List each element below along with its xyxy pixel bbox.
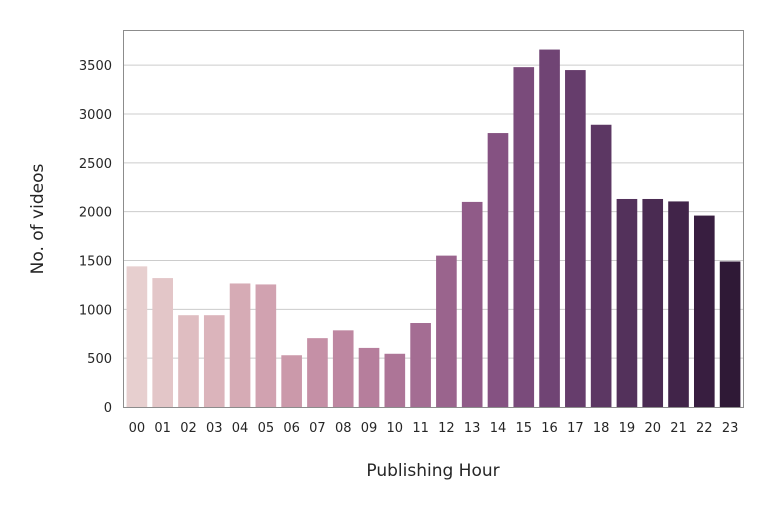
x-tick-label: 14 [490,421,507,436]
bar-12 [436,255,457,407]
x-tick-label: 12 [438,421,455,436]
y-tick-label: 3500 [79,59,112,74]
x-tick-label: 23 [722,421,739,436]
y-axis-label: No. of videos [28,164,48,275]
x-tick-label: 10 [387,421,404,436]
y-tick-label: 2500 [79,157,112,172]
bar-15 [513,67,535,407]
bar-16 [539,49,560,407]
x-tick-label: 09 [361,421,378,436]
y-tick-label: 3000 [79,108,112,123]
x-tick-label: 19 [619,421,636,436]
bar-02 [178,315,199,407]
bar-10 [384,353,406,407]
x-tick-label: 13 [464,421,481,436]
y-tick-label: 500 [87,352,112,367]
bars [126,49,741,408]
bar-06 [281,355,302,407]
bar-22 [693,215,715,407]
bar-20 [642,198,664,407]
bar-08 [332,330,354,407]
bar-17 [565,70,586,407]
y-tick-label: 0 [104,401,112,416]
bar-18 [590,124,612,407]
x-tick-label: 20 [644,421,661,436]
x-tick-label: 11 [412,421,429,436]
bar-13 [461,201,483,407]
y-axis-ticks: 0 500 1000 1500 2000 2500 3000 3500 [79,59,112,416]
x-tick-label: 08 [335,421,352,436]
x-tick-label: 16 [541,421,558,436]
y-tick-label: 2000 [79,206,112,221]
x-tick-label: 01 [154,421,171,436]
plot-frame [123,30,744,408]
x-tick-label: 05 [258,421,275,436]
bar-01 [152,278,174,407]
x-tick-label: 15 [515,421,532,436]
bar-23 [719,261,741,407]
x-axis-ticks: 00 01 02 03 04 05 06 07 08 09 10 11 12 13 14 15 16 17 18 19… [129,421,739,436]
x-tick-label: 00 [129,421,146,436]
x-tick-label: 06 [283,421,300,436]
x-axis-label: Publishing Hour [366,461,499,481]
x-tick-label: 07 [309,421,326,436]
bar-00 [126,266,148,407]
x-tick-label: 22 [696,421,713,436]
bar-11 [410,323,431,407]
bar-09 [358,347,380,407]
bar-21 [668,201,689,407]
bar-07 [307,338,328,407]
bar-19 [616,198,638,407]
x-tick-label: 04 [232,421,249,436]
bar-03 [203,315,225,407]
grid-lines [124,64,743,359]
x-tick-label: 17 [567,421,584,436]
x-tick-label: 18 [593,421,610,436]
bar-05 [255,284,277,407]
x-tick-label: 03 [206,421,223,436]
y-tick-label: 1000 [79,303,112,318]
x-tick-label: 21 [670,421,687,436]
bar-04 [229,283,251,407]
x-tick-label: 02 [180,421,197,436]
y-tick-label: 1500 [79,255,112,270]
bar-14 [487,133,509,408]
